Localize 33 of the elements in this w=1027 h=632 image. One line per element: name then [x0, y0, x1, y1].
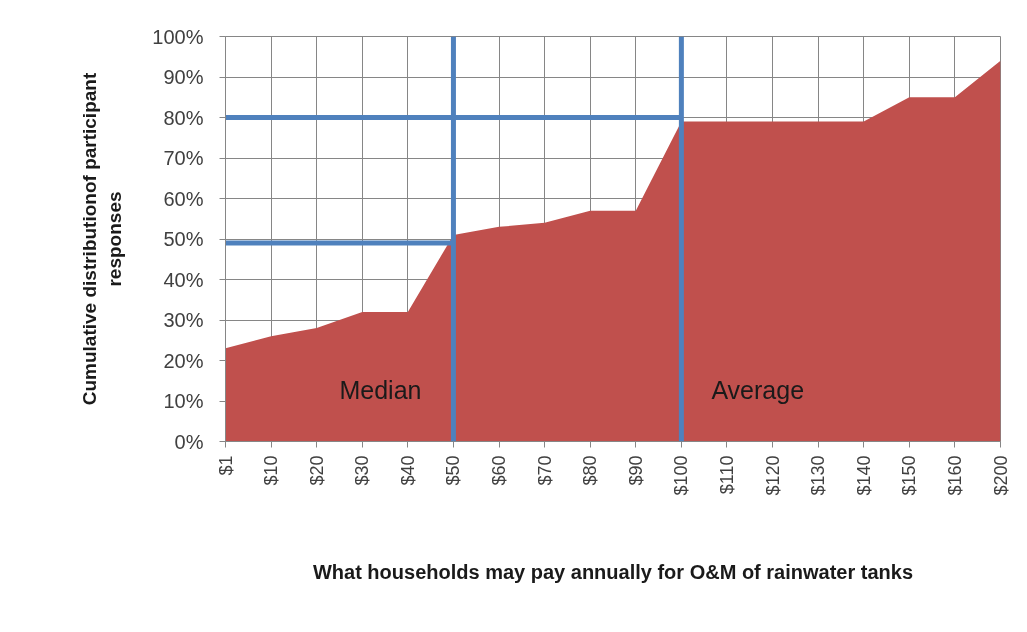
x-tick-label: $60 [489, 455, 510, 486]
x-tick-label: $150 [899, 455, 920, 496]
y-tick-label: 30% [163, 309, 204, 331]
y-axis-title: Cumulative distributionof participant responses [79, 72, 126, 406]
x-axis-title: What households may pay annually for O&M of rainwater tanks [312, 560, 914, 583]
x-tick-label: $160 [944, 455, 965, 496]
ref-line-label: Median [339, 375, 422, 404]
y-tick-label: 100% [152, 25, 204, 48]
y-tick-label: 10% [163, 390, 204, 412]
x-tick-label: $80 [580, 455, 601, 486]
y-tick-label: 20% [163, 349, 204, 372]
x-tick-label: $100 [671, 455, 692, 496]
x-tick-label: $120 [762, 455, 783, 496]
y-tick-label: 90% [163, 66, 204, 88]
y-tick-label: 40% [163, 268, 204, 291]
x-tick-label: $20 [306, 455, 327, 486]
x-tick-label: $10 [261, 455, 282, 486]
x-tick-label: $90 [625, 455, 646, 486]
x-tick-label: $130 [808, 455, 829, 496]
y-tick-label: 60% [163, 187, 204, 210]
x-tick-label: $30 [352, 455, 373, 486]
x-tick-label: $1 [215, 455, 236, 476]
y-tick-label: 50% [163, 228, 204, 250]
y-tick-label: 80% [163, 106, 204, 129]
x-tick-label: $40 [397, 455, 418, 486]
x-tick-label: $70 [534, 455, 555, 486]
x-tick-label: $110 [716, 455, 737, 495]
x-tick-label: $140 [853, 455, 874, 496]
ref-line-label: Average [711, 375, 805, 404]
x-tick-label: $50 [443, 455, 464, 486]
x-tick-label: $200 [990, 455, 1011, 496]
y-tick-label: 0% [174, 430, 204, 453]
y-tick-label: 70% [163, 147, 204, 169]
